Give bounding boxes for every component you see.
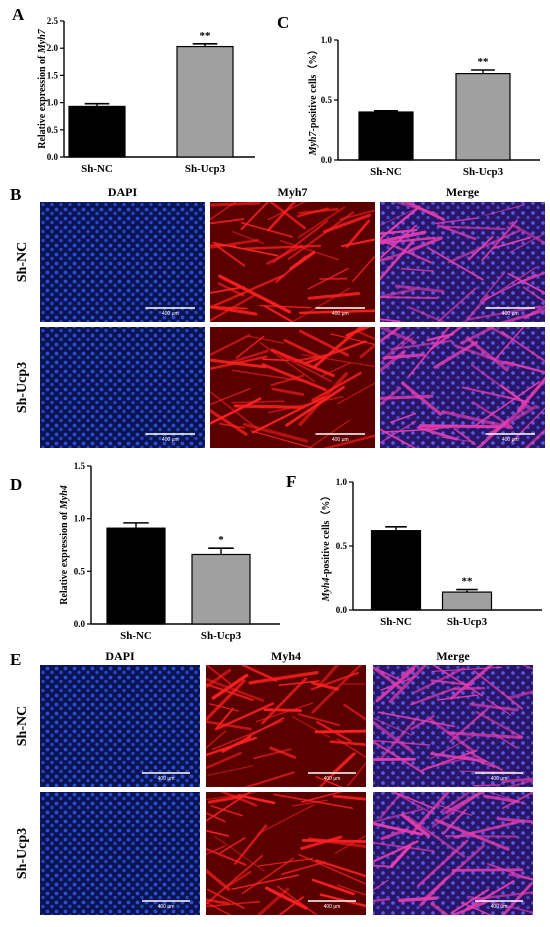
grid-e-column-header: Myh4 (271, 649, 301, 663)
scale-bar-label: 400 μm (491, 904, 508, 910)
chart-f-y-axis-label: Myh4-positive cells（%） (319, 491, 332, 603)
chart-c-y-tick-label: 0.0 (321, 155, 333, 165)
chart-f-bar-sh-ucp3 (441, 591, 493, 611)
scale-bar-label: 400 μm (324, 776, 341, 782)
chart-c-category-label: Sh-Ucp3 (463, 166, 504, 178)
grid-e-row-label: Sh-NC (15, 706, 30, 746)
scale-bar-label: 400 μm (162, 311, 179, 317)
chart-c-bar-sh-nc (358, 111, 414, 161)
panel-label-d: D (10, 475, 22, 494)
chart-a-y-axis-label: Relative expression of Myh7 (37, 28, 48, 149)
chart-f-myh4-positive: 0.0 0.5 1.0 Sh-NC ** Sh-Ucp3 Myh4-positive cel… (319, 477, 542, 628)
grid-b-column-header: DAPI (108, 185, 138, 199)
dapi-micrograph: 400 μm (40, 202, 205, 322)
scale-bar-label: 400 μm (162, 437, 179, 443)
chart-d-bar-sh-nc (106, 527, 166, 625)
chart-c-myh7-positive: 0.0 0.5 1.0 Sh-NC ** Sh-Ucp3 Myh7-positive cel… (306, 35, 540, 178)
grid-b-column-header: Merge (446, 185, 480, 199)
chart-f-y-tick-label: 0.5 (336, 541, 348, 551)
chart-f-category-label: Sh-NC (380, 616, 412, 628)
chart-a-y-tick-label: 0.0 (47, 152, 59, 162)
chart-d-y-tick-label: 1.0 (74, 514, 86, 524)
merge-micrograph: 400 μm (373, 665, 533, 787)
chart-a-y-tick-label: 0.5 (47, 125, 59, 135)
merge-micrograph: 400 μm (380, 327, 545, 448)
scale-bar-label: 400 μm (158, 904, 175, 910)
scale-bar-label: 400 μm (502, 311, 519, 317)
chart-d-category-label: Sh-NC (120, 630, 152, 642)
scale-bar-label: 400 μm (332, 311, 349, 317)
panel-label-f: F (286, 472, 296, 491)
grid-e-column-header: Merge (436, 649, 470, 663)
chart-a-significance-mark: ** (200, 30, 212, 42)
merge-micrograph: 400 μm (380, 202, 545, 322)
chart-c-y-tick-label: 0.5 (321, 95, 333, 105)
chart-d-y-tick-label: 0.0 (74, 619, 86, 629)
grid-b-column-header: Myh7 (278, 185, 308, 199)
chart-c-bar-sh-ucp3 (455, 72, 511, 161)
scale-bar-label: 400 μm (158, 776, 175, 782)
grid-e-column-header: DAPI (105, 649, 135, 663)
dapi-micrograph: 400 μm (40, 665, 200, 787)
chart-d-category-label: Sh-Ucp3 (201, 630, 242, 642)
chart-a-myh7-expression: 0.0 0.5 1.0 1.5 2.0 2.5 Sh-NC ** Sh-Ucp3 Relative… (37, 16, 255, 175)
scale-bar-label: 400 μm (502, 437, 519, 443)
panel-label-b: B (10, 185, 21, 204)
chart-a-bar-sh-ucp3 (176, 45, 234, 158)
myh-micrograph: 400 μm (210, 202, 375, 322)
chart-f-bar-sh-nc (370, 530, 422, 611)
grid-b-row-label: Sh-Ucp3 (15, 362, 30, 413)
chart-c-y-axis-label: Myh7-positive cells（%） (306, 45, 319, 157)
chart-a-y-tick-label: 2.0 (47, 43, 59, 53)
chart-d-y-tick-label: 1.5 (74, 461, 86, 471)
chart-d-y-axis-label: Relative expression of Myh4 (59, 485, 70, 605)
dapi-micrograph: 400 μm (40, 327, 205, 448)
chart-a-y-tick-label: 1.5 (47, 70, 59, 80)
grid-e-row-label: Sh-Ucp3 (15, 828, 30, 879)
panel-label-e: E (10, 650, 21, 669)
myh-micrograph: 400 μm (206, 792, 366, 915)
chart-a-category-label: Sh-NC (81, 163, 113, 175)
chart-f-significance-mark: ** (462, 576, 474, 588)
scale-bar-label: 400 μm (324, 904, 341, 910)
chart-d-myh4-expression: 0.0 0.5 1.0 1.5 Sh-NC * Sh-Ucp3 Relative expres… (59, 461, 280, 642)
micrograph-grid-e: DAPI Myh4 Merge Sh-NC 400 μm 400 μm 400 μm Sh-U… (15, 649, 533, 915)
myh-micrograph: 400 μm (206, 665, 366, 787)
chart-d-significance-mark: * (218, 534, 224, 546)
chart-a-y-tick-label: 1.0 (47, 98, 59, 108)
chart-a-bar-sh-nc (68, 105, 126, 158)
merge-micrograph: 400 μm (373, 792, 533, 915)
panel-label-c: C (277, 13, 289, 32)
micrograph-grid-b: DAPI Myh7 Merge Sh-NC 400 μm 400 μm 400 μm Sh-U… (15, 185, 545, 448)
chart-d-y-tick-label: 0.5 (74, 566, 86, 576)
chart-f-y-tick-label: 0.0 (336, 605, 348, 615)
chart-c-significance-mark: ** (478, 56, 490, 68)
chart-d-bar-sh-ucp3 (191, 553, 251, 625)
chart-c-category-label: Sh-NC (370, 166, 402, 178)
scale-bar-label: 400 μm (332, 437, 349, 443)
scale-bar-label: 400 μm (491, 776, 508, 782)
panel-label-a: A (12, 5, 25, 24)
chart-a-y-tick-label: 2.5 (47, 16, 59, 26)
chart-f-category-label: Sh-Ucp3 (447, 616, 488, 628)
chart-f-y-tick-label: 1.0 (336, 477, 348, 487)
grid-b-row-label: Sh-NC (15, 242, 30, 282)
chart-a-category-label: Sh-Ucp3 (185, 163, 226, 175)
dapi-micrograph: 400 μm (40, 792, 200, 915)
chart-c-y-tick-label: 1.0 (321, 35, 333, 45)
myh-micrograph: 400 μm (210, 327, 375, 448)
